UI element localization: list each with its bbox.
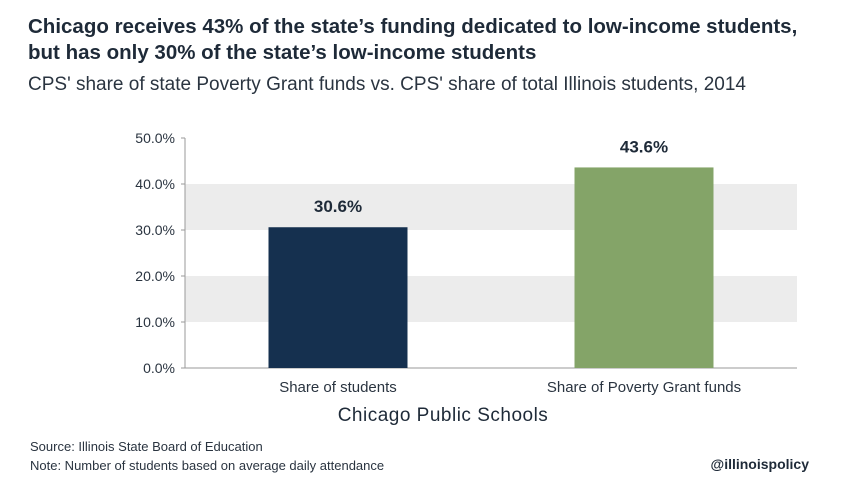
- methodology-note: Note: Number of students based on averag…: [30, 458, 385, 473]
- x-category-label: Share of students: [279, 379, 397, 396]
- y-tick-label: 30.0%: [135, 222, 175, 238]
- chart-title: Chicago receives 43% of the state’s fund…: [28, 14, 818, 66]
- bar: [574, 167, 714, 368]
- chart-footer: Source: Illinois State Board of Educatio…: [30, 437, 384, 475]
- y-tick-label: 10.0%: [135, 314, 175, 330]
- y-tick-label: 20.0%: [135, 268, 175, 284]
- source-note: Source: Illinois State Board of Educatio…: [30, 439, 263, 454]
- title-line-1: Chicago receives 43% of the state’s fund…: [28, 15, 798, 38]
- brand-handle: @illinoispolicy: [710, 456, 809, 472]
- title-line-2: but has only 30% of the state’s low-inco…: [28, 41, 537, 64]
- y-tick-label: 50.0%: [135, 130, 175, 146]
- bar-value-label: 30.6%: [314, 197, 362, 216]
- bar-value-label: 43.6%: [620, 137, 668, 156]
- bar: [268, 227, 408, 368]
- x-category-label: Share of Poverty Grant funds: [547, 379, 741, 396]
- chart-subtitle: CPS' share of state Poverty Grant funds …: [28, 74, 747, 95]
- y-tick-label: 40.0%: [135, 176, 175, 192]
- x-axis-title: Chicago Public Schools: [338, 405, 549, 426]
- y-tick-label: 0.0%: [143, 360, 175, 376]
